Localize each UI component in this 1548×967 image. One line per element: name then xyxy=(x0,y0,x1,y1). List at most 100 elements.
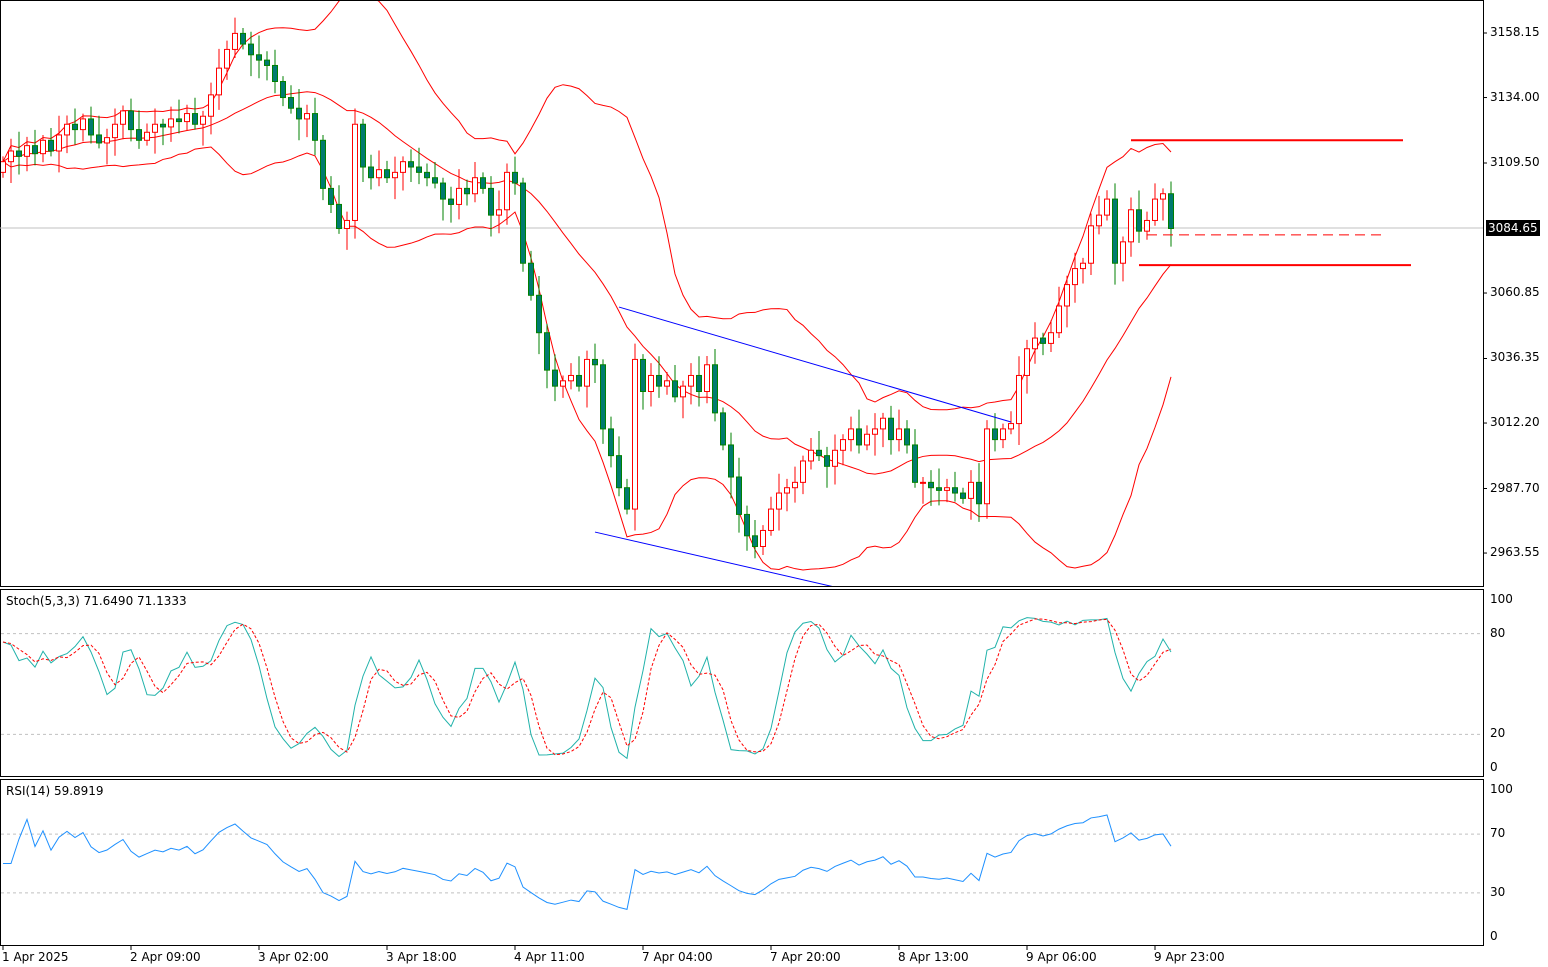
bull-candle xyxy=(560,380,566,387)
bear-candle xyxy=(192,113,198,125)
bear-candle xyxy=(48,139,54,152)
bear-candle xyxy=(952,487,958,494)
bear-candle xyxy=(312,113,318,141)
bull-candle xyxy=(400,161,406,173)
price-tick-label: 3012.20 xyxy=(1490,415,1540,430)
bull-candle xyxy=(1088,225,1094,264)
bull-candle xyxy=(56,134,62,152)
bear-candle xyxy=(440,182,446,200)
bull-candle xyxy=(1056,305,1062,334)
bull-candle xyxy=(144,131,150,141)
time-label: 3 Apr 02:00 xyxy=(258,950,329,964)
time-label: 4 Apr 11:00 xyxy=(514,950,585,964)
bull-candle xyxy=(344,219,350,229)
bear-candle xyxy=(320,139,326,189)
bull-candle xyxy=(456,187,462,205)
bull-candle xyxy=(648,374,654,392)
bull-candle xyxy=(848,428,854,441)
bear-candle xyxy=(976,481,982,505)
time-label: 2 Apr 09:00 xyxy=(130,950,201,964)
bull-candle xyxy=(680,385,686,398)
bear-candle xyxy=(176,118,182,123)
rsi-line xyxy=(3,814,1172,910)
bull-candle xyxy=(768,508,774,531)
bear-candle xyxy=(136,129,142,141)
bull-candle xyxy=(704,364,710,392)
bear-candle xyxy=(640,358,646,392)
bear-candle xyxy=(128,110,134,131)
bull-candle xyxy=(944,487,950,491)
bull-candle xyxy=(376,169,382,179)
bear-candle xyxy=(552,369,558,387)
stoch-tick-label: 20 xyxy=(1490,726,1506,741)
bull-candle xyxy=(832,449,838,467)
bull-candle xyxy=(864,433,870,446)
bear-candle xyxy=(272,64,278,83)
bull-candle xyxy=(104,137,110,144)
bear-candle xyxy=(432,177,438,184)
bear-candle xyxy=(328,187,334,205)
bear-candle xyxy=(928,481,934,489)
bear-candle xyxy=(528,262,534,296)
bear-candle xyxy=(544,332,550,371)
bull-candle xyxy=(792,481,798,489)
price-tick-label: 3134.00 xyxy=(1490,89,1540,104)
bollinger-upper xyxy=(2,1,1172,411)
bull-candle xyxy=(1144,219,1150,232)
bear-candle xyxy=(728,444,734,478)
bear-candle xyxy=(408,161,414,168)
bear-candle xyxy=(720,412,726,446)
bear-candle xyxy=(672,380,678,398)
bollinger-middle xyxy=(2,91,1172,475)
bear-candle xyxy=(624,487,630,510)
bull-candle xyxy=(24,145,30,157)
bear-candle xyxy=(656,374,662,387)
bear-candle xyxy=(600,364,606,430)
bull-candle xyxy=(1128,209,1134,243)
bull-candle xyxy=(880,417,886,430)
bull-candle xyxy=(872,428,878,435)
bull-candle xyxy=(1008,423,1014,430)
bear-candle xyxy=(280,81,286,99)
bear-candle xyxy=(240,32,246,45)
bear-candle xyxy=(248,43,254,56)
bull-candle xyxy=(1,161,6,173)
trendline xyxy=(618,306,1012,423)
bull-candle xyxy=(64,123,70,136)
time-label: 7 Apr 20:00 xyxy=(770,950,841,964)
bear-candle xyxy=(96,134,102,144)
bull-candle xyxy=(1016,374,1022,425)
bear-candle xyxy=(1168,193,1174,229)
bull-candle xyxy=(776,492,782,510)
bull-candle xyxy=(664,380,670,387)
bull-candle xyxy=(840,439,846,451)
bull-candle xyxy=(800,460,806,483)
bull-candle xyxy=(1080,262,1086,270)
bear-candle xyxy=(384,169,390,179)
main-plot xyxy=(1,1,1411,586)
bull-candle xyxy=(688,374,694,387)
bull-candle xyxy=(472,177,478,195)
rsi-tick-label: 0 xyxy=(1490,929,1498,943)
time-label: 8 Apr 13:00 xyxy=(898,950,969,964)
bull-candle xyxy=(168,118,174,128)
bull-candle xyxy=(1000,428,1006,441)
bull-candle xyxy=(352,123,358,221)
bull-candle xyxy=(808,449,814,462)
bear-candle xyxy=(936,487,942,491)
bull-candle xyxy=(40,139,46,155)
bear-candle xyxy=(744,513,750,537)
bull-candle xyxy=(392,171,398,179)
trendline xyxy=(594,531,833,586)
time-label: 9 Apr 23:00 xyxy=(1154,950,1225,964)
bear-candle xyxy=(72,123,78,131)
bull-candle xyxy=(968,481,974,499)
bear-candle xyxy=(960,492,966,499)
rsi-tick-label: 70 xyxy=(1490,826,1506,841)
bear-candle xyxy=(424,171,430,179)
price-tick-label: 3109.50 xyxy=(1490,155,1540,169)
bear-candle xyxy=(856,428,862,446)
price-tick-label: 3036.35 xyxy=(1490,350,1540,365)
price-tick-label: 3060.85 xyxy=(1490,285,1540,300)
